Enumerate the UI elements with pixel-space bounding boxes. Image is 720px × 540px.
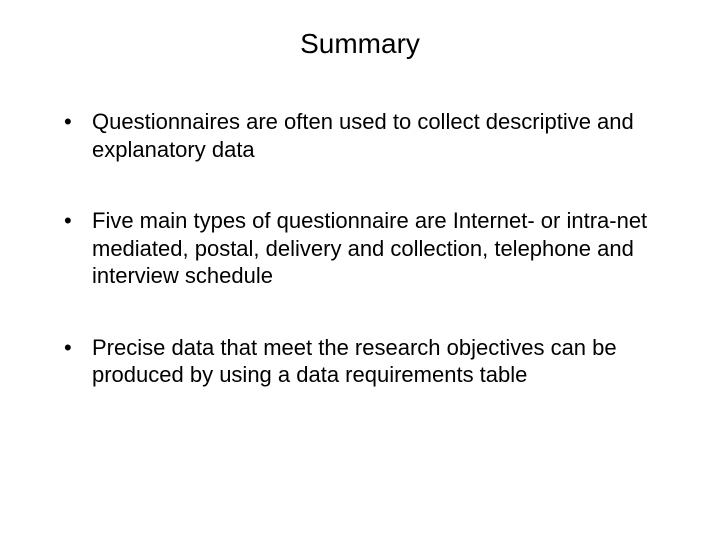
slide-title: Summary (48, 28, 672, 60)
bullet-list: Questionnaires are often used to collect… (48, 108, 672, 389)
slide: Summary Questionnaires are often used to… (0, 0, 720, 540)
bullet-item: Questionnaires are often used to collect… (64, 108, 672, 163)
bullet-item: Precise data that meet the research obje… (64, 334, 672, 389)
bullet-item: Five main types of questionnaire are Int… (64, 207, 672, 290)
